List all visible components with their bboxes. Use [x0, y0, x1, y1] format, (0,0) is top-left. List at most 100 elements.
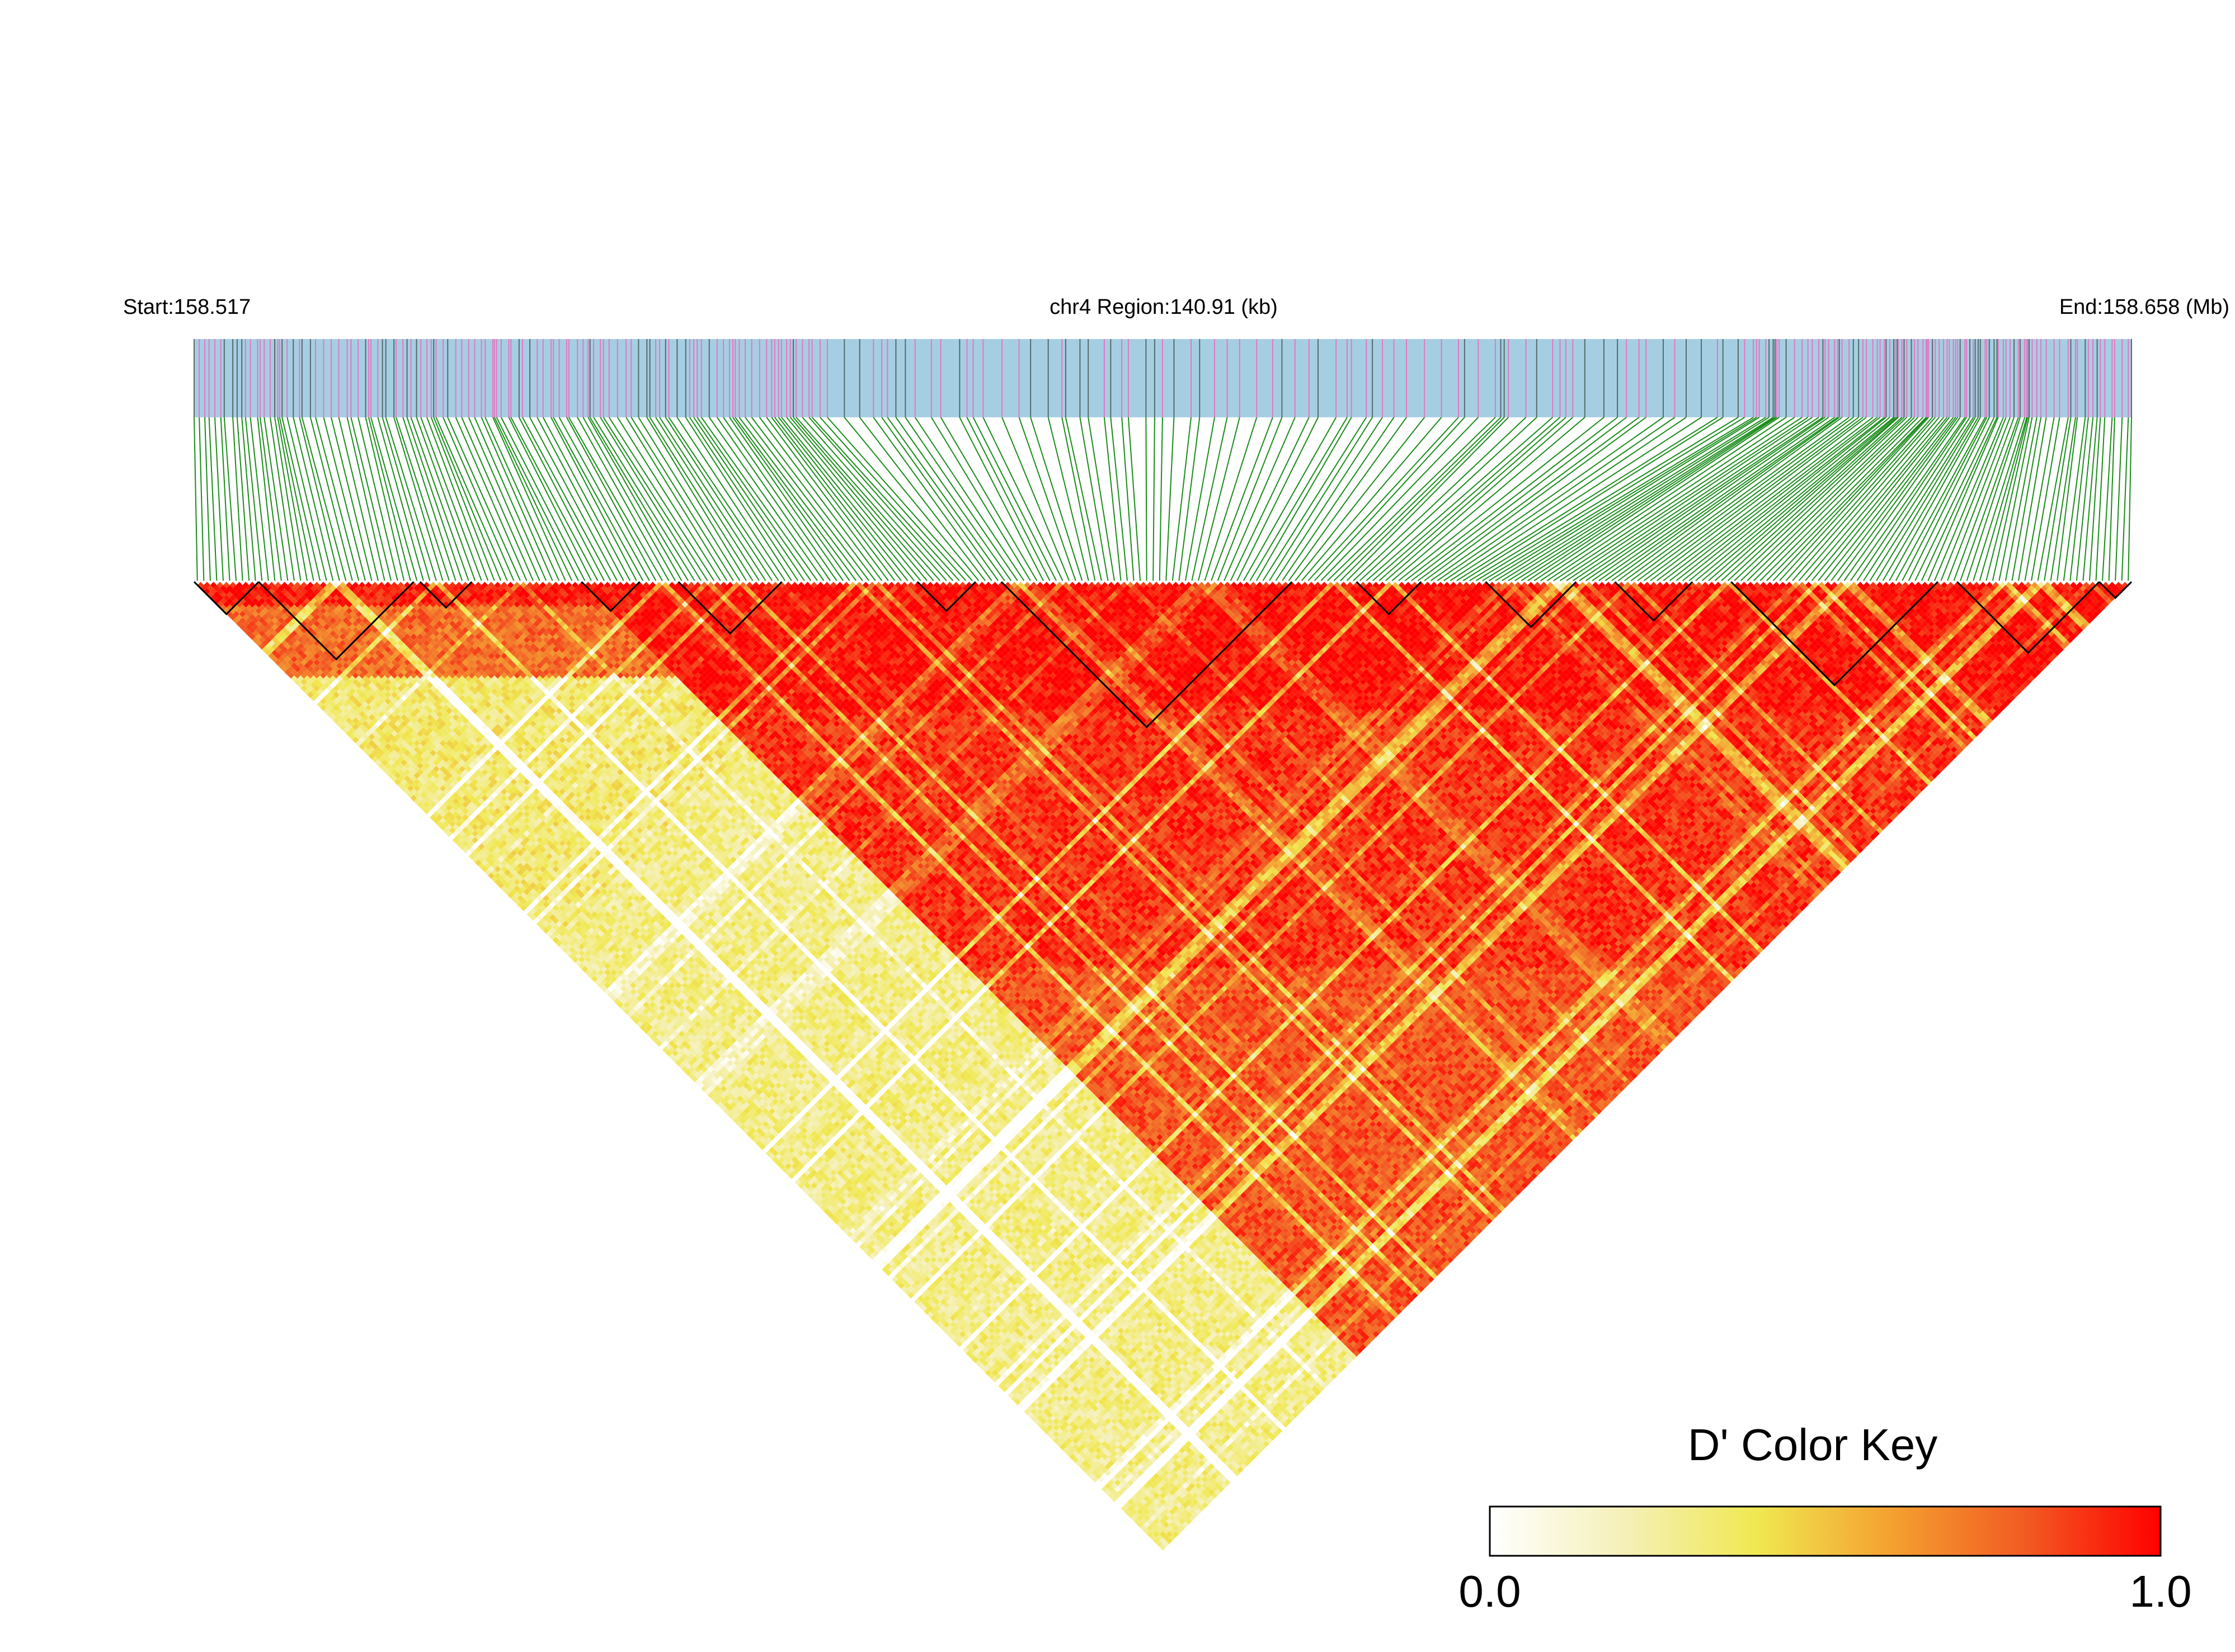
- ld-cell: [378, 582, 385, 589]
- ld-cell: [1198, 582, 1205, 589]
- ld-cell: [1301, 582, 1309, 589]
- snp-connector: [500, 417, 586, 581]
- ld-cell: [1721, 582, 1728, 589]
- ld-cell: [575, 585, 582, 592]
- snp-connector: [286, 417, 327, 581]
- snp-connector: [982, 417, 1064, 581]
- snp-connector: [693, 417, 805, 581]
- snp-connector: [1676, 417, 1885, 581]
- snp-connector: [1953, 417, 2015, 581]
- snp-connector: [1889, 417, 1981, 581]
- ld-cell: [568, 585, 576, 592]
- snp-connector: [2095, 417, 2106, 581]
- ld-cell: [291, 585, 298, 592]
- snp-connector: [2063, 417, 2086, 581]
- ld-cell: [278, 585, 285, 592]
- ld-cell: [317, 585, 323, 592]
- snp-connector: [241, 417, 256, 581]
- snp-connector: [1110, 417, 1128, 581]
- snp-connector: [1424, 417, 1646, 581]
- snp-connector: [416, 417, 476, 581]
- snp-connector: [1856, 417, 1967, 581]
- ld-cell: [2076, 582, 2083, 589]
- ld-cell: [326, 582, 333, 589]
- snp-connector: [1734, 417, 1907, 581]
- ld-cell: [1553, 582, 1560, 589]
- ld-cell: [371, 582, 378, 589]
- snp-connector: [299, 417, 340, 581]
- ld-cell: [446, 585, 453, 592]
- snp-connector: [1753, 417, 1918, 581]
- snp-connector: [1721, 417, 1903, 581]
- snp-connector: [940, 417, 1038, 581]
- snp-connector: [396, 417, 450, 581]
- ld-cell: [2012, 582, 2018, 589]
- snp-connector: [759, 417, 883, 581]
- ld-cell: [1172, 582, 1179, 589]
- ld-cell: [2089, 582, 2096, 589]
- snp-connector: [1450, 417, 1702, 581]
- ld-cell: [1276, 582, 1283, 589]
- snp-connector: [873, 417, 992, 581]
- snp-connector: [338, 417, 379, 581]
- snp-connector: [1611, 417, 1840, 581]
- snp-connector: [1624, 417, 1850, 581]
- snp-connector: [649, 417, 754, 581]
- snp-connector: [1236, 417, 1319, 581]
- ld-cell: [1605, 582, 1612, 589]
- snp-connector: [1088, 417, 1115, 581]
- snp-connector: [1488, 417, 1757, 581]
- snp-connector: [357, 417, 398, 581]
- ld-cell: [307, 582, 314, 589]
- snp-connector: [1533, 417, 1780, 581]
- ld-cell: [368, 585, 375, 592]
- snp-connector: [685, 417, 792, 581]
- snp-connector: [1960, 417, 2019, 581]
- snp-connector: [377, 417, 424, 581]
- snp-connector: [2018, 417, 2047, 581]
- snp-connector: [786, 417, 921, 581]
- snp-connector: [1224, 417, 1296, 581]
- snp-connector: [1327, 417, 1496, 581]
- ld-cell: [220, 585, 227, 592]
- ld-cell: [430, 582, 436, 589]
- ld-cell: [1863, 582, 1870, 589]
- ld-cell: [484, 585, 491, 592]
- snp-connector: [1947, 417, 2011, 581]
- snp-connector: [738, 417, 863, 581]
- snp-connector: [430, 417, 495, 581]
- snp-connector: [481, 417, 553, 581]
- snp-connector: [259, 417, 282, 581]
- snp-connector: [402, 417, 457, 581]
- snp-connector: [1818, 417, 1950, 581]
- ld-cell: [213, 585, 220, 592]
- snp-connector: [771, 417, 896, 581]
- snp-connector: [1198, 417, 1240, 581]
- snp-connector: [1605, 417, 1838, 581]
- snp-connector: [1669, 417, 1881, 581]
- ld-cell: [1314, 582, 1321, 589]
- snp-connector: [1785, 417, 1933, 581]
- snp-connector: [1740, 417, 1912, 581]
- ld-cell: [439, 585, 446, 592]
- ld-cell: [352, 582, 359, 589]
- snp-connector: [257, 417, 276, 581]
- snp-connector: [1204, 417, 1258, 581]
- snp-connector: [881, 417, 999, 581]
- snp-connector: [1811, 417, 1948, 581]
- snp-connector: [2011, 417, 2042, 581]
- ld-cell: [330, 585, 336, 592]
- snp-connector: [1262, 417, 1367, 581]
- snp-connector: [1824, 417, 1954, 581]
- region-title: chr4 Region:140.91 (kb): [1050, 295, 1278, 319]
- snp-connector: [2050, 417, 2077, 581]
- snp-connector: [778, 417, 909, 581]
- ld-cell: [1895, 582, 1903, 589]
- snp-connector: [766, 417, 889, 581]
- snp-connector: [293, 417, 334, 581]
- ld-cell: [297, 585, 304, 592]
- snp-connector: [244, 417, 263, 581]
- ld-cell: [391, 582, 398, 589]
- ld-cell: [507, 582, 514, 589]
- snp-connector: [492, 417, 566, 581]
